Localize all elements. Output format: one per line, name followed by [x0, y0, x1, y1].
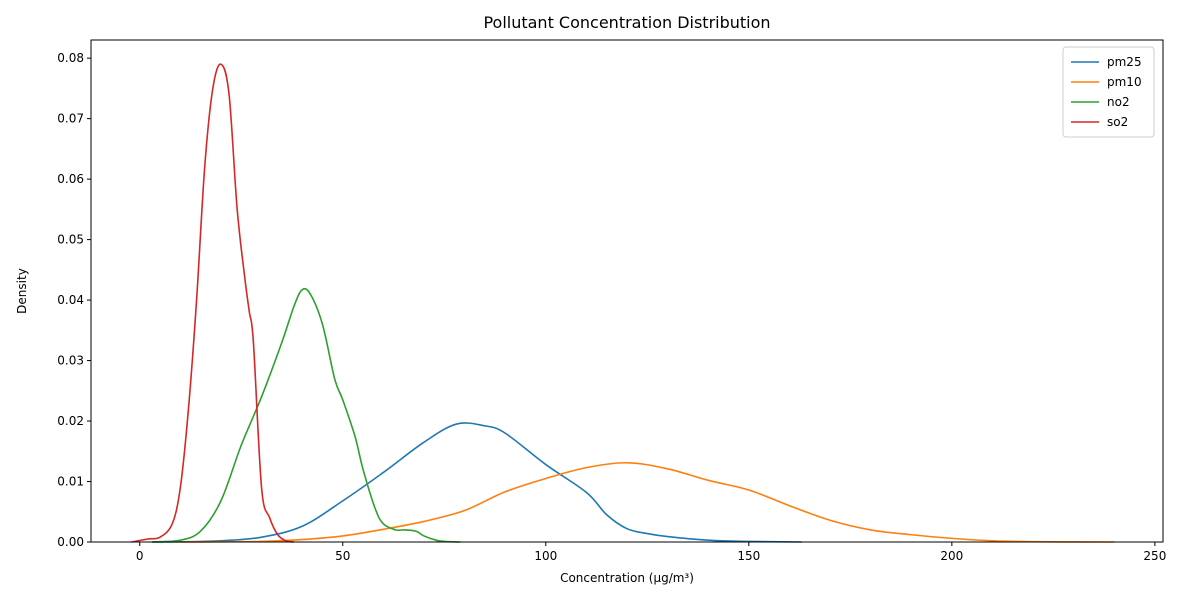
- x-axis-label: Concentration (µg/m³): [560, 571, 694, 585]
- x-tick-label: 100: [534, 549, 557, 563]
- x-tick-label: 150: [737, 549, 760, 563]
- y-tick-label: 0.06: [57, 172, 84, 186]
- y-axis-label: Density: [15, 268, 29, 314]
- y-tick-label: 0.01: [57, 475, 84, 489]
- legend-box: [1062, 46, 1155, 138]
- y-tick-label: 0.08: [57, 51, 84, 65]
- y-tick-label: 0.05: [57, 233, 84, 247]
- x-tick-label: 0: [136, 549, 144, 563]
- legend-label-pm10: pm10: [1107, 75, 1142, 89]
- y-tick-label: 0.00: [57, 535, 84, 549]
- x-tick-label: 200: [940, 549, 963, 563]
- plot-frame: [90, 39, 1164, 543]
- series-line-pm25: [151, 422, 802, 543]
- plot-area: 0 50 100 150 200 250 0.00 0.01 0.02 0.03 0.04 0.05 0…: [57, 39, 1166, 563]
- series-line-pm10: [180, 461, 1115, 543]
- y-tick-label: 0.02: [57, 414, 84, 428]
- y-tick-label: 0.03: [57, 354, 84, 368]
- legend-label-pm25: pm25: [1107, 55, 1142, 69]
- x-tick-label: 250: [1143, 549, 1166, 563]
- series-line-no2: [151, 287, 461, 543]
- series-line-so2: [131, 63, 295, 543]
- x-tick-label: 50: [335, 549, 350, 563]
- legend-label-no2: no2: [1107, 95, 1130, 109]
- legend-label-so2: so2: [1107, 115, 1128, 129]
- y-tick-label: 0.04: [57, 293, 84, 307]
- y-tick-label: 0.07: [57, 112, 84, 126]
- chart-title: Pollutant Concentration Distribution: [483, 13, 770, 32]
